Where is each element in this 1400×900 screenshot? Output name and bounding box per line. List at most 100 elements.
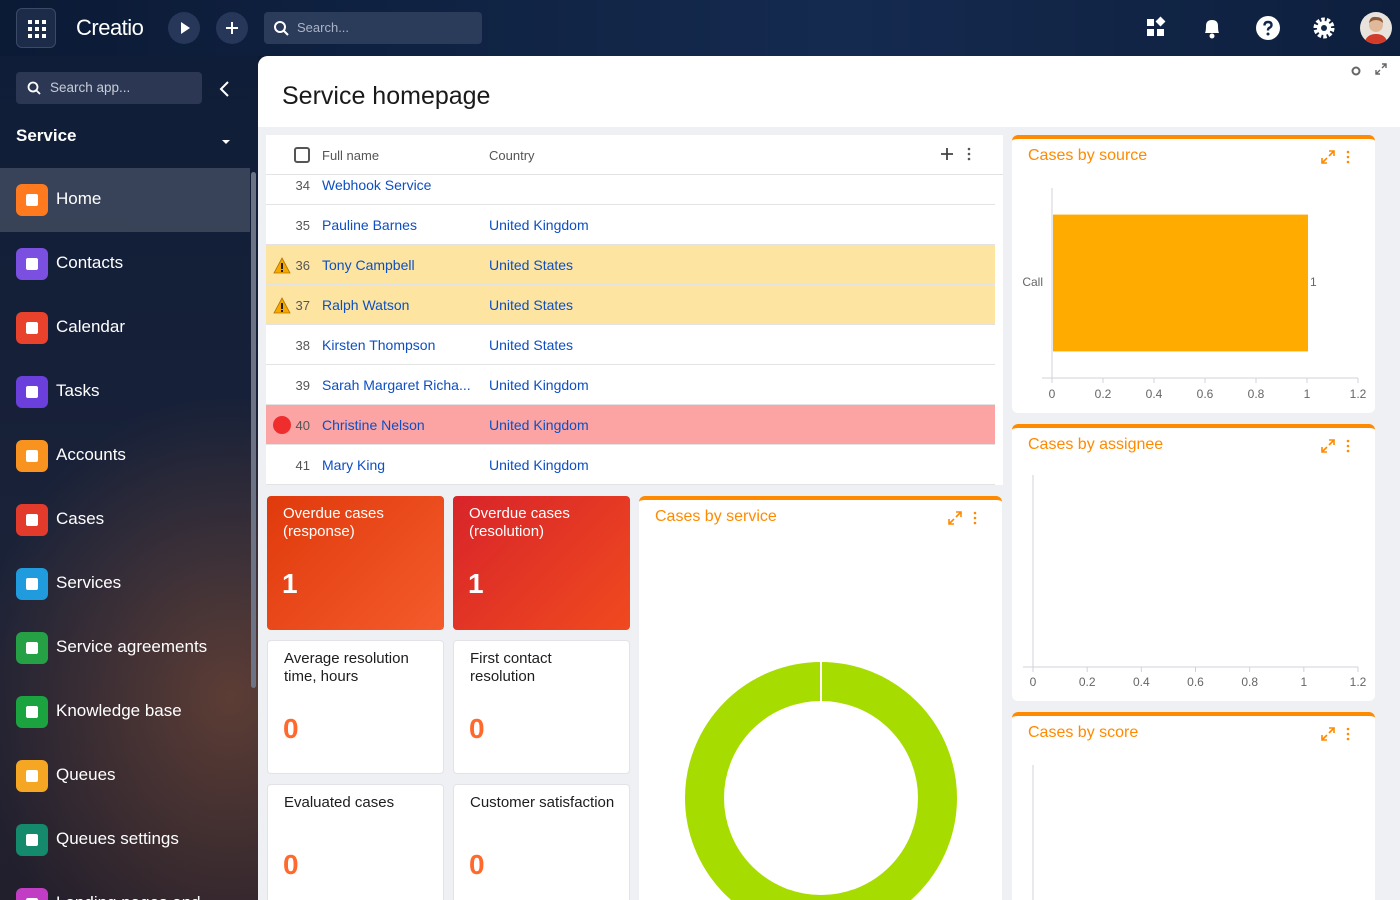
list-row[interactable]: 41 Mary King United Kingdom [266,445,995,485]
more-menu-shape [1346,160,1350,164]
app-search[interactable]: Search app... [16,72,202,104]
more-menu[interactable] [1345,150,1351,164]
nav-item[interactable]: Service agreements [0,616,250,680]
metric-tile[interactable]: Overdue cases (response) 1 [267,496,444,630]
list-row[interactable]: 34 Webhook Service [266,175,995,205]
nav-item[interactable]: Calendar [0,296,250,360]
search-icon-shape [274,21,289,36]
row-name[interactable]: Pauline Barnes [322,217,417,233]
expand-button-shape [948,511,962,525]
expand-button-shape [1321,439,1335,453]
metric-tile[interactable]: Customer satisfaction 0 [453,784,630,900]
page-expand[interactable] [1375,62,1387,75]
nav-label: Accounts [56,445,126,464]
row-name[interactable]: Kirsten Thompson [322,337,436,353]
settings-icon[interactable] [1312,16,1336,40]
more-menu-shape [1346,150,1350,164]
search-box[interactable]: Search... [264,12,482,44]
run-button[interactable] [168,12,200,44]
nav-item[interactable]: Cases [0,488,250,552]
notifications-icon-shape [1205,20,1219,33]
nav-item[interactable]: Tasks [0,360,250,424]
more-menu-shape [1346,439,1350,443]
widgets-icon[interactable] [1144,16,1168,40]
nav-item[interactable]: Contacts [0,232,250,296]
list-row[interactable]: 39 Sarah Margaret Richa... United Kingdom [266,365,995,405]
workspace-name: Service [16,126,77,145]
nav-icon [16,184,48,216]
run-button-shape [181,22,190,34]
nav-item[interactable]: Home [0,168,250,232]
more-menu[interactable] [972,511,978,525]
row-country[interactable]: United States [489,297,574,313]
warning-icon-shape [273,297,291,314]
nav-item[interactable]: Queues settings [0,808,250,872]
row-country[interactable]: United Kingdom [489,217,589,233]
collapse-button[interactable] [216,80,234,98]
list-row[interactable]: 35 Pauline Barnes United Kingdom [266,205,995,245]
workspace-caret-shape [222,140,230,144]
chart-title: Cases by score [1028,724,1139,741]
page-settings[interactable] [1351,63,1361,76]
expand-button[interactable] [1321,150,1335,164]
more-menu[interactable] [1345,439,1351,453]
nav-icon-glyph [26,642,38,654]
nav-item[interactable]: Services [0,552,250,616]
apps-button[interactable] [16,8,56,48]
row-name[interactable]: Mary King [322,457,386,473]
nav-item[interactable]: Accounts [0,424,250,488]
help-icon[interactable] [1256,16,1280,40]
row-country[interactable]: United States [489,337,574,353]
row-country[interactable]: United Kingdom [489,417,589,433]
nav-icon-glyph [26,578,38,590]
row-name[interactable]: Ralph Watson [322,297,410,313]
add-column[interactable] [940,147,954,161]
nav-item[interactable]: Knowledge base [0,680,250,744]
widgets-icon-shape [1147,29,1154,36]
row-country[interactable]: United Kingdom [489,457,589,473]
nav-item[interactable]: Landing pages and [0,872,250,900]
more-menu-shape [973,516,977,520]
metric-tile[interactable]: First contact resolution 0 [453,640,630,774]
metric-tile[interactable]: Overdue cases (resolution) 1 [453,496,630,630]
row-country[interactable]: United States [489,257,574,273]
more-menu-shape [973,511,977,515]
more-menu[interactable] [966,147,972,161]
column-header: Full name [322,148,380,163]
row-country[interactable]: United Kingdom [489,377,589,393]
nav-icon-glyph [26,898,38,900]
add-button-shape [226,22,238,34]
workspace-caret[interactable] [220,133,232,144]
list-row[interactable]: 38 Kirsten Thompson United States [266,325,995,365]
more-menu-shape [1346,449,1350,453]
notifications-icon[interactable] [1200,15,1224,41]
list-row[interactable]: 37 Ralph Watson United States [266,285,995,325]
nav-item[interactable]: Queues [0,744,250,808]
more-menu-shape [967,152,971,156]
checkbox[interactable] [294,147,310,163]
row-name[interactable]: Webhook Service [322,177,432,193]
expand-button[interactable] [948,511,962,525]
nav-label: Queues [56,765,116,784]
metric-tile[interactable]: Evaluated cases 0 [267,784,444,900]
expand-button[interactable] [1321,439,1335,453]
nav-icon-glyph [26,386,38,398]
list-row[interactable]: 40 Christine Nelson United Kingdom [266,405,995,445]
add-column-shape [941,148,953,160]
list-row[interactable]: 36 Tony Campbell United States [266,245,995,285]
expand-button-shape [1321,727,1335,741]
expand-button[interactable] [1321,727,1335,741]
more-menu-shape [1346,155,1350,159]
apps-button-shape [42,20,46,24]
nav-label: Service agreements [56,637,208,656]
warning-icon-shape [281,263,283,269]
metric-tile[interactable]: Average resolution time, hours 0 [267,640,444,774]
metric-label: Average resolution time, hours [284,650,409,685]
row-name[interactable]: Sarah Margaret Richa... [322,377,471,393]
row-name[interactable]: Christine Nelson [322,417,425,433]
add-button[interactable] [216,12,248,44]
more-menu[interactable] [1345,727,1351,741]
more-menu-shape [967,147,971,161]
row-name[interactable]: Tony Campbell [322,257,415,273]
avatar[interactable] [1360,12,1392,44]
